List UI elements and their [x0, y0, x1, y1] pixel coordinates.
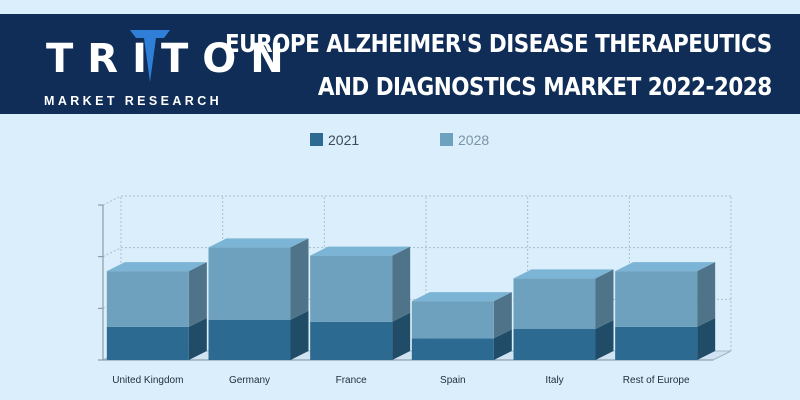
- triton-logo: TRITON MARKET RESEARCH: [40, 30, 284, 114]
- logo-tagline: MARKET RESEARCH: [44, 94, 223, 108]
- bar-top-3: [411, 292, 512, 302]
- bar-2021-0: [106, 326, 189, 360]
- header-banner: TRITON MARKET RESEARCH EUROPE ALZHEIMER'…: [0, 14, 800, 114]
- bar-2028-0-side: [188, 262, 207, 327]
- bar-top-4: [513, 269, 614, 279]
- x-tick-label-1: Germany: [229, 375, 270, 386]
- x-tick-label-4: Italy: [545, 375, 563, 386]
- bar-2028-3-side: [493, 292, 512, 339]
- legend-swatch-2021: [310, 133, 323, 146]
- bar-2021-1: [208, 319, 291, 360]
- x-tick-label-2: France: [336, 375, 368, 386]
- bar-2028-5: [615, 271, 698, 327]
- legend-label-2028: 2028: [458, 132, 490, 148]
- bar-2021-5-side: [697, 317, 716, 360]
- bar-2028-4: [513, 278, 596, 329]
- bar-2021-3: [411, 338, 494, 360]
- bar-top-1: [208, 238, 309, 248]
- bar-2021-2-side: [392, 312, 411, 360]
- bar-2021-2: [310, 321, 393, 360]
- logo-accent-icon: [130, 30, 170, 82]
- bar-2028-1: [208, 247, 291, 320]
- page-title: EUROPE ALZHEIMER'S DISEASE THERAPEUTICS …: [225, 22, 772, 108]
- bar-2028-1-side: [290, 238, 309, 320]
- bar-2028-5-side: [697, 262, 716, 327]
- bar-top-0: [106, 262, 207, 272]
- bar-2021-5: [615, 326, 698, 360]
- bar-2021-1-side: [290, 310, 309, 360]
- x-tick-label-5: Rest of Europe: [623, 375, 690, 386]
- bar-2021-0-side: [188, 317, 207, 360]
- bar-2028-2: [310, 255, 393, 322]
- bar-top-5: [615, 262, 716, 272]
- bar-2021-4: [513, 329, 596, 360]
- bar-2021-3-side: [493, 329, 512, 360]
- bar-2028-2-side: [392, 246, 411, 322]
- x-tick-label-3: Spain: [440, 375, 466, 386]
- x-tick-label-0: United Kingdom: [112, 375, 183, 386]
- legend-swatch-2028: [440, 133, 453, 146]
- bar-2028-4-side: [595, 269, 614, 329]
- bar-2021-4-side: [595, 320, 614, 360]
- logo-wordmark: TRITON: [46, 36, 298, 82]
- gridline-side: [102, 247, 122, 258]
- bar-2028-0: [106, 271, 189, 327]
- title-line-2: AND DIAGNOSTICS MARKET 2022-2028: [318, 72, 772, 101]
- legend-label-2021: 2021: [328, 132, 360, 148]
- gridline-side: [102, 195, 122, 206]
- bar-top-2: [310, 246, 411, 256]
- bar-2028-3: [411, 301, 494, 339]
- title-line-1: EUROPE ALZHEIMER'S DISEASE THERAPEUTICS: [225, 29, 772, 58]
